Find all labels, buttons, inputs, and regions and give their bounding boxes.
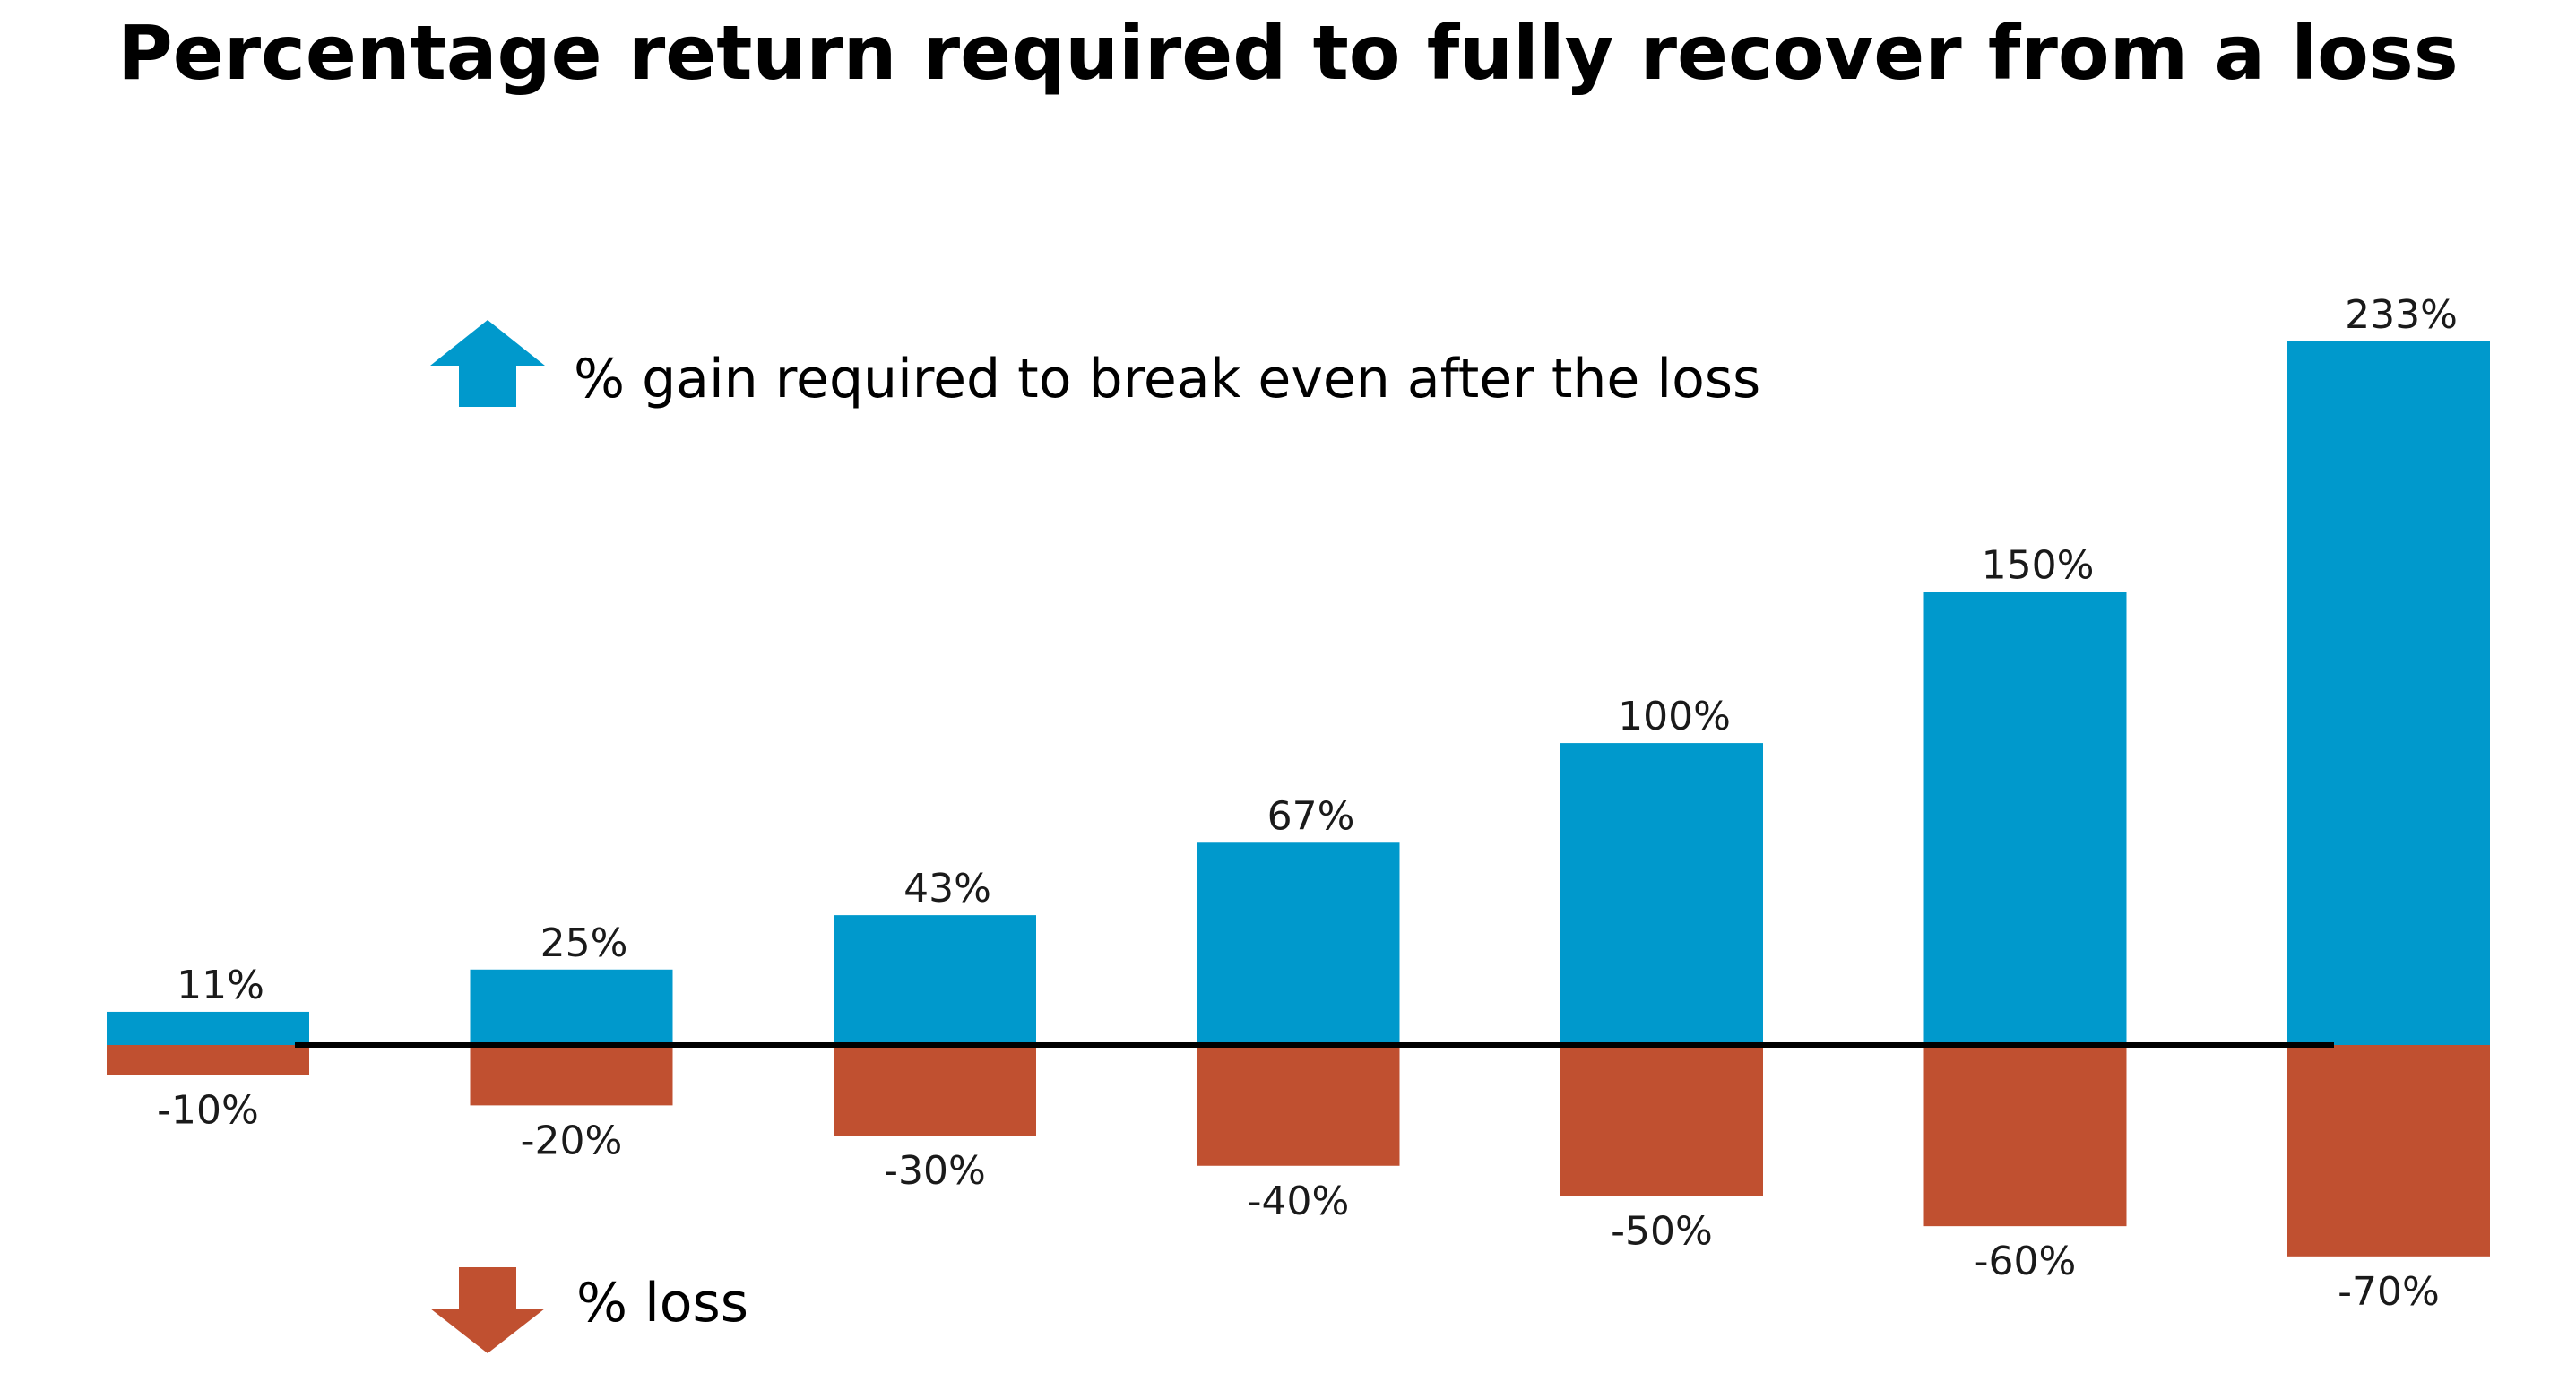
gain-value-label: 25% — [540, 920, 628, 966]
arrow-down-icon — [430, 1267, 545, 1353]
gain-bar — [2287, 341, 2490, 1045]
legend-gain-label: % gain required to break even after the … — [574, 348, 1760, 410]
gain-bar — [1197, 842, 1400, 1045]
gain-value-label: 11% — [177, 963, 264, 1008]
arrow-up-icon — [430, 320, 545, 407]
gain-bar — [834, 915, 1036, 1045]
loss-bar — [470, 1045, 673, 1106]
loss-bar — [2287, 1045, 2490, 1257]
gain-value-label: 67% — [1267, 793, 1355, 839]
legend-loss-label: % loss — [576, 1272, 748, 1334]
loss-bar — [107, 1045, 309, 1075]
gain-bar — [107, 1011, 309, 1045]
loss-bar — [1923, 1045, 2127, 1227]
loss-bar — [1560, 1045, 1763, 1196]
bars — [107, 341, 2490, 1257]
loss-value-label: -30% — [884, 1148, 986, 1194]
gain-value-label: 100% — [1618, 694, 1731, 739]
loss-value-label: -50% — [1611, 1208, 1713, 1254]
loss-bar — [1197, 1045, 1400, 1166]
gain-bar — [1560, 743, 1763, 1045]
gain-bar — [1923, 592, 2127, 1045]
loss-value-label: -20% — [521, 1118, 623, 1163]
chart-title: Percentage return required to fully reco… — [117, 9, 2459, 97]
gain-bar — [470, 969, 673, 1045]
loss-bar — [834, 1045, 1036, 1136]
loss-value-label: -40% — [1248, 1179, 1350, 1224]
loss-value-label: -70% — [2338, 1269, 2440, 1315]
legend-gain: % gain required to break even after the … — [430, 320, 1760, 410]
gain-value-label: 233% — [2345, 292, 2458, 338]
legend-loss: % loss — [430, 1267, 748, 1353]
gain-value-label: 150% — [1982, 543, 2095, 589]
loss-value-label: -10% — [157, 1088, 259, 1134]
gain-value-label: 43% — [903, 866, 991, 911]
loss-value-label: -60% — [1975, 1239, 2077, 1284]
value-labels: 11% -10% 25% -20% 43% -30% 67% -40% 100% -50% 150%… — [157, 292, 2458, 1315]
